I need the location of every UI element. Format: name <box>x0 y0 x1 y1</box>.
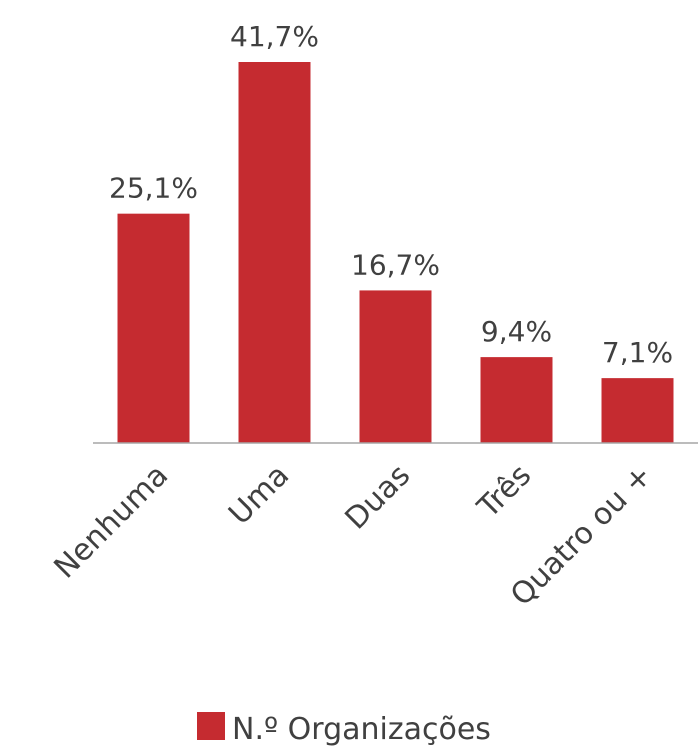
x-tick-label: Três <box>470 458 538 526</box>
value-label: 7,1% <box>602 336 673 369</box>
bar <box>480 357 553 443</box>
bar <box>601 378 674 443</box>
legend-swatch <box>197 712 225 740</box>
value-label: 16,7% <box>351 248 440 281</box>
legend-label: N.º Organizações <box>232 712 491 747</box>
x-tick-label: Duas <box>339 458 418 537</box>
x-tick-label: Uma <box>222 458 296 532</box>
x-tick-label: Nenhuma <box>47 458 175 586</box>
bar <box>238 62 311 443</box>
value-label: 9,4% <box>481 315 552 348</box>
bar <box>359 290 432 443</box>
value-label: 41,7% <box>230 20 319 53</box>
value-label: 25,1% <box>109 172 198 205</box>
bar <box>117 213 190 443</box>
